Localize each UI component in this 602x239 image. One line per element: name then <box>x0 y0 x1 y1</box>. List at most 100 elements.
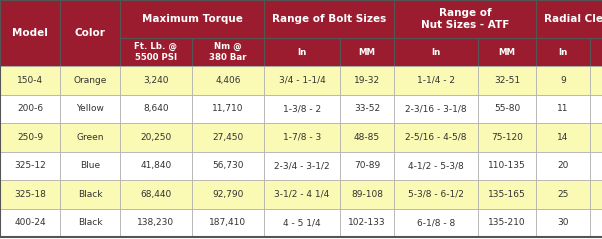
Text: 3-1/2 - 4 1/4: 3-1/2 - 4 1/4 <box>275 190 330 199</box>
Bar <box>60 0 120 66</box>
Text: 4,406: 4,406 <box>216 76 241 85</box>
Text: In: In <box>297 48 306 56</box>
Text: Black: Black <box>78 190 102 199</box>
Text: 4 - 5 1/4: 4 - 5 1/4 <box>283 218 321 227</box>
Text: 138,230: 138,230 <box>137 218 175 227</box>
Bar <box>478 66 536 94</box>
Text: Range of
Nut Sizes - ATF: Range of Nut Sizes - ATF <box>421 8 509 30</box>
Text: Yellow: Yellow <box>76 104 104 113</box>
Bar <box>590 152 602 180</box>
Bar <box>192 152 264 180</box>
Text: Color: Color <box>75 28 105 38</box>
Text: 150-4: 150-4 <box>17 76 43 85</box>
Bar <box>120 0 264 38</box>
Text: 5-3/8 - 6-1/2: 5-3/8 - 6-1/2 <box>408 190 464 199</box>
Bar <box>0 208 60 237</box>
Text: 11,710: 11,710 <box>213 104 244 113</box>
Bar <box>590 208 602 237</box>
Bar <box>264 38 340 66</box>
Text: 32-51: 32-51 <box>494 76 520 85</box>
Bar <box>0 180 60 208</box>
Bar <box>478 123 536 152</box>
Text: 4-1/2 - 5-3/8: 4-1/2 - 5-3/8 <box>408 161 464 170</box>
Text: 89-108: 89-108 <box>351 190 383 199</box>
Bar <box>0 0 60 66</box>
Bar <box>536 94 590 123</box>
Bar <box>0 66 60 94</box>
Bar <box>478 152 536 180</box>
Bar <box>264 94 340 123</box>
Bar <box>536 208 590 237</box>
Text: In: In <box>559 48 568 56</box>
Text: 20: 20 <box>557 161 569 170</box>
Bar <box>394 66 478 94</box>
Bar <box>264 0 394 38</box>
Bar <box>60 152 120 180</box>
Bar <box>60 66 120 94</box>
Text: Ft. Lb. @
5500 PSI: Ft. Lb. @ 5500 PSI <box>134 42 178 62</box>
Bar <box>340 152 394 180</box>
Text: 30: 30 <box>557 218 569 227</box>
Text: 325-18: 325-18 <box>14 190 46 199</box>
Text: Blue: Blue <box>80 161 100 170</box>
Text: 1-3/8 - 2: 1-3/8 - 2 <box>283 104 321 113</box>
Text: 9: 9 <box>560 76 566 85</box>
Bar <box>536 0 602 38</box>
Bar <box>60 94 120 123</box>
Bar <box>60 123 120 152</box>
Bar <box>478 208 536 237</box>
Bar <box>120 152 192 180</box>
Bar <box>478 38 536 66</box>
Text: 187,410: 187,410 <box>209 218 247 227</box>
Text: Black: Black <box>78 218 102 227</box>
Bar <box>590 94 602 123</box>
Text: 11: 11 <box>557 104 569 113</box>
Bar <box>340 180 394 208</box>
Text: 135-210: 135-210 <box>488 218 526 227</box>
Text: Model: Model <box>12 28 48 38</box>
Bar <box>590 66 602 94</box>
Bar <box>120 38 192 66</box>
Bar <box>0 123 60 152</box>
Text: 68,440: 68,440 <box>140 190 172 199</box>
Bar <box>340 94 394 123</box>
Bar <box>264 66 340 94</box>
Text: 48-85: 48-85 <box>354 133 380 142</box>
Text: 102-133: 102-133 <box>348 218 386 227</box>
Bar <box>394 0 536 38</box>
Text: 1-7/8 - 3: 1-7/8 - 3 <box>283 133 321 142</box>
Bar <box>536 66 590 94</box>
Text: 325-12: 325-12 <box>14 161 46 170</box>
Text: MM: MM <box>359 48 376 56</box>
Bar <box>192 123 264 152</box>
Bar <box>340 38 394 66</box>
Text: 2-5/16 - 4-5/8: 2-5/16 - 4-5/8 <box>405 133 467 142</box>
Bar <box>340 66 394 94</box>
Bar <box>60 208 120 237</box>
Text: 56,730: 56,730 <box>213 161 244 170</box>
Bar <box>192 180 264 208</box>
Bar <box>0 94 60 123</box>
Text: 33-52: 33-52 <box>354 104 380 113</box>
Bar <box>264 208 340 237</box>
Text: 20,250: 20,250 <box>140 133 172 142</box>
Text: 3,240: 3,240 <box>143 76 169 85</box>
Text: 2-3/4 - 3-1/2: 2-3/4 - 3-1/2 <box>274 161 330 170</box>
Bar <box>340 123 394 152</box>
Bar <box>120 123 192 152</box>
Bar <box>590 123 602 152</box>
Text: In: In <box>432 48 441 56</box>
Bar <box>590 180 602 208</box>
Bar <box>264 123 340 152</box>
Bar <box>0 152 60 180</box>
Bar <box>120 66 192 94</box>
Bar <box>120 94 192 123</box>
Text: 19-32: 19-32 <box>354 76 380 85</box>
Bar <box>120 208 192 237</box>
Bar <box>264 180 340 208</box>
Bar <box>536 180 590 208</box>
Text: 14: 14 <box>557 133 569 142</box>
Text: Maximum Torque: Maximum Torque <box>141 14 243 24</box>
Text: 3/4 - 1-1/4: 3/4 - 1-1/4 <box>279 76 325 85</box>
Text: 8,640: 8,640 <box>143 104 169 113</box>
